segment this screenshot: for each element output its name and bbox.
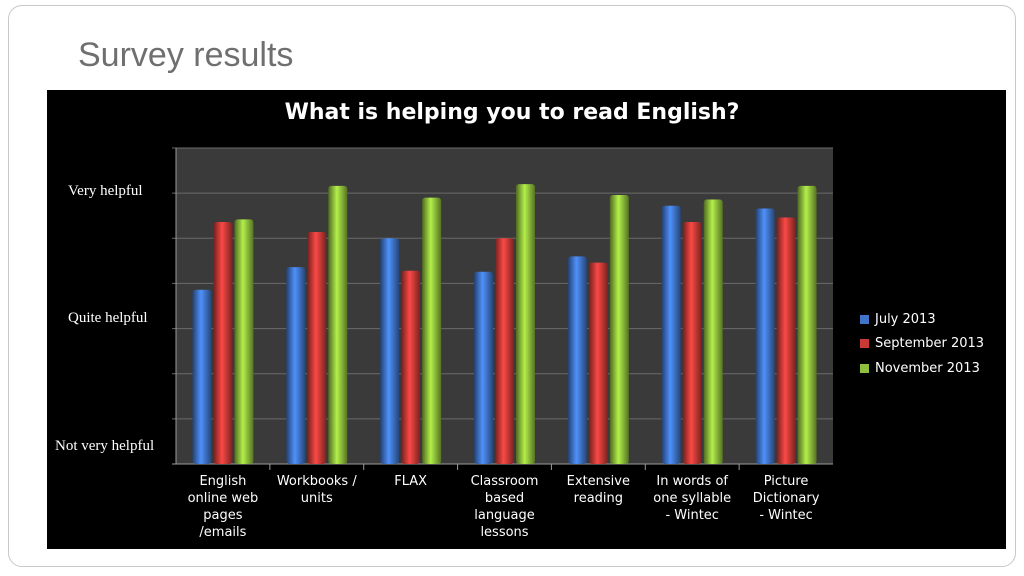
bar-july-2013-5: [661, 205, 681, 465]
bar-november-2013-0: [234, 219, 254, 464]
slide-title: Survey results: [78, 36, 294, 74]
bar-july-2013-6: [755, 208, 775, 464]
bar-november-2013-1: [328, 185, 348, 465]
legend-swatch: [860, 314, 869, 324]
bar-september-2013-2: [401, 270, 421, 464]
bar-september-2013-4: [588, 262, 608, 464]
x-tick-label: English online web pages /emails: [187, 474, 259, 540]
bar-july-2013-2: [380, 238, 400, 464]
chart-title: What is helping you to read English?: [284, 100, 740, 125]
chart-legend: July 2013 September 2013 November 2013: [860, 307, 984, 381]
bar-september-2013-6: [776, 217, 796, 464]
bar-september-2013-0: [213, 222, 233, 464]
legend-label: September 2013: [875, 336, 985, 352]
bar-july-2013-4: [567, 256, 587, 464]
bar-november-2013-5: [703, 199, 723, 464]
x-tick-label: Workbooks / units: [276, 474, 357, 506]
legend-label: November 2013: [875, 360, 980, 376]
bar-september-2013-1: [307, 231, 327, 464]
x-tick-label: In words of one syllable - Wintec: [653, 474, 732, 523]
x-tick-label: Classroom based language lessons: [470, 474, 539, 540]
bar-november-2013-6: [797, 185, 817, 465]
legend-label: July 2013: [875, 311, 936, 327]
legend-item: July 2013: [860, 307, 984, 332]
y-tick-label: Quite helpful: [68, 309, 148, 326]
legend-swatch: [860, 363, 869, 373]
bar-september-2013-3: [495, 238, 514, 464]
y-tick-label: Not very helpful: [55, 437, 155, 454]
bar-july-2013-3: [474, 271, 493, 464]
x-tick-label: FLAX: [394, 474, 428, 489]
bar-july-2013-0: [192, 289, 212, 464]
legend-item: November 2013: [860, 356, 984, 381]
x-tick-label: Extensive reading: [566, 474, 630, 506]
bar-september-2013-5: [682, 222, 702, 464]
bar-november-2013-2: [422, 197, 442, 464]
bar-november-2013-3: [516, 184, 535, 464]
y-tick-label: Very helpful: [68, 183, 143, 200]
legend-item: September 2013: [860, 332, 984, 357]
x-tick-label: Picture Dictionary - Wintec: [752, 474, 820, 523]
bar-july-2013-1: [286, 267, 306, 464]
legend-swatch: [860, 339, 869, 349]
bar-november-2013-4: [609, 194, 629, 464]
